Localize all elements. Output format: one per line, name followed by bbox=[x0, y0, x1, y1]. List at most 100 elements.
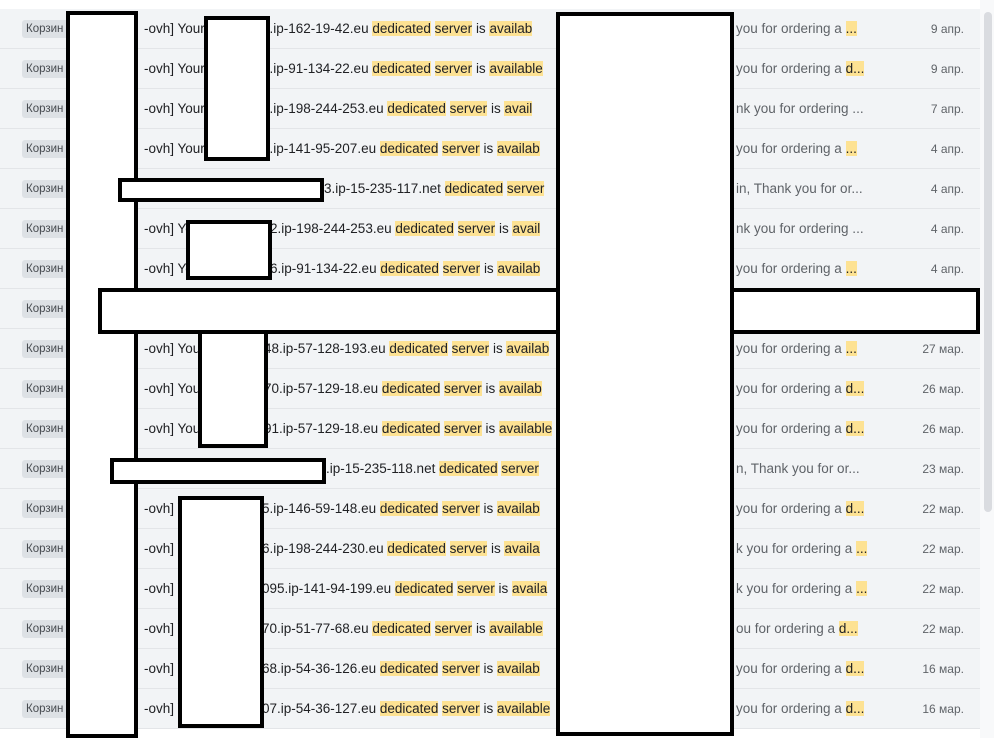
label-badge[interactable]: Корзин bbox=[22, 580, 74, 598]
subject-word: is bbox=[498, 221, 509, 236]
message-snippet: nk you for ordering ... bbox=[736, 101, 864, 116]
subject-text: 70.ip-51-77-68.eu dedicated server is av… bbox=[262, 609, 543, 648]
label-badge[interactable]: Корзин bbox=[22, 260, 74, 278]
label-badge[interactable]: Корзин bbox=[22, 620, 74, 638]
server-host: 07.ip-54-36-127.eu bbox=[262, 701, 380, 716]
subject-word: is bbox=[498, 581, 509, 596]
label-badge[interactable]: Корзин bbox=[22, 140, 74, 158]
server-host: 3.ip-198-244-253.eu bbox=[262, 101, 388, 116]
email-row[interactable]: Корзин -ovh] Your 3.ip-91-134-22.eu dedica… bbox=[0, 49, 980, 89]
keyword-server: server bbox=[449, 541, 488, 556]
keyword-dedicated: dedicated bbox=[389, 341, 448, 356]
email-row[interactable]: Корзин -ovh] You 48.ip-57-128-193.eu dedic… bbox=[0, 329, 980, 369]
email-row[interactable]: Корзин -ovh] Your 3.ip-198-244-253.eu dedi… bbox=[0, 89, 980, 129]
subject-text: 3.ip-15-235-117.net dedicated server bbox=[324, 169, 545, 208]
label-badge[interactable]: Корзин bbox=[22, 180, 74, 198]
label-badge[interactable]: Корзин bbox=[22, 60, 74, 78]
message-snippet: nk you for ordering ... bbox=[736, 221, 864, 236]
label-badge[interactable]: Корзин bbox=[22, 380, 74, 398]
email-row[interactable]: Корзин -ovh] You 70.ip-57-129-18.eu dedica… bbox=[0, 369, 980, 409]
label-badge[interactable]: Корзин bbox=[22, 300, 74, 318]
scrollbar-track[interactable] bbox=[980, 0, 994, 738]
subject-prefix: -ovh] Y bbox=[144, 501, 187, 516]
subject-word: is bbox=[490, 541, 501, 556]
email-row[interactable]: Корзин -ovh] Y 70.ip-51-77-68.eu dedicated… bbox=[0, 609, 980, 649]
subject-text: 0.ip-162-19-42.eu dedicated server is av… bbox=[262, 9, 533, 48]
subject-text: 3.ip-198-244-253.eu dedicated server is … bbox=[262, 89, 533, 128]
snippet-highlight: ... bbox=[856, 581, 868, 596]
label-badge[interactable]: Корзин bbox=[22, 220, 74, 238]
keyword-available: availab bbox=[496, 141, 540, 156]
scrollbar-thumb[interactable] bbox=[984, 12, 992, 512]
snippet-highlight: ... bbox=[845, 261, 857, 276]
email-date: 4 апр. bbox=[930, 262, 964, 276]
keyword-dedicated: dedicated bbox=[372, 621, 431, 636]
message-snippet: you for ordering a ... bbox=[736, 261, 857, 276]
subject-word: is bbox=[485, 421, 496, 436]
server-host: 68.ip-54-36-126.eu bbox=[262, 661, 380, 676]
snippet-highlight: d... bbox=[845, 701, 865, 716]
message-snippet: you for ordering a ... bbox=[736, 141, 857, 156]
keyword-available: available bbox=[489, 621, 543, 636]
server-host: 3.ip-141-95-207.eu bbox=[262, 141, 380, 156]
email-row[interactable]: Корзин -ovh] Y 6.ip-198-244-230.eu dedicat… bbox=[0, 529, 980, 569]
email-row[interactable]: Корзин -ovh] Y 095.ip-141-94-199.eu dedica… bbox=[0, 569, 980, 609]
snippet-highlight: d... bbox=[845, 381, 865, 396]
redaction-block bbox=[98, 288, 980, 334]
subject-word: is bbox=[483, 261, 494, 276]
message-snippet: you for ordering a d... bbox=[736, 661, 865, 676]
redaction-block bbox=[186, 220, 272, 280]
server-host: 0.ip-162-19-42.eu bbox=[262, 21, 373, 36]
keyword-dedicated: dedicated bbox=[379, 141, 439, 156]
keyword-available: available bbox=[496, 701, 551, 716]
email-date: 26 мар. bbox=[922, 382, 964, 396]
message-snippet: you for ordering a d... bbox=[736, 501, 865, 516]
email-date: 26 мар. bbox=[922, 422, 964, 436]
email-row[interactable]: Корзин -ovh] You 91.ip-57-129-18.eu dedica… bbox=[0, 409, 980, 449]
subject-prefix: -ovh] You bbox=[144, 421, 201, 436]
keyword-available: availab bbox=[489, 21, 533, 36]
server-host: 6.ip-91-134-22.eu bbox=[270, 261, 381, 276]
subject-prefix: -ovh] Yo bbox=[144, 221, 193, 236]
email-row[interactable]: Корзин -ovh] Y 5.ip-146-59-148.eu dedicate… bbox=[0, 489, 980, 529]
keyword-dedicated: dedicated bbox=[381, 421, 441, 436]
email-list: Корзин -ovh] Your 0.ip-162-19-42.eu dedica… bbox=[0, 9, 980, 729]
subject-word: is bbox=[483, 701, 494, 716]
server-host: 3.ip-91-134-22.eu bbox=[262, 61, 373, 76]
keyword-dedicated: dedicated bbox=[395, 221, 454, 236]
keyword-available: availab bbox=[496, 501, 540, 516]
label-badge[interactable]: Корзин bbox=[22, 540, 74, 558]
keyword-server: server bbox=[501, 461, 539, 476]
email-row[interactable]: Корзин -ovh] Y 68.ip-54-36-126.eu dedicate… bbox=[0, 649, 980, 689]
email-row[interactable]: Корзин -ovh] Your 0.ip-162-19-42.eu dedica… bbox=[0, 9, 980, 49]
message-snippet: k you for ordering a ... bbox=[736, 541, 868, 556]
label-badge[interactable]: Корзин bbox=[22, 20, 74, 38]
label-badge[interactable]: Корзин bbox=[22, 420, 74, 438]
label-badge[interactable]: Корзин bbox=[22, 660, 74, 678]
message-snippet: in, Thank you for or... bbox=[736, 181, 863, 196]
label-badge[interactable]: Корзин bbox=[22, 100, 74, 118]
label-badge[interactable]: Корзин bbox=[22, 700, 74, 718]
snippet-highlight: ... bbox=[845, 341, 857, 356]
keyword-server: server bbox=[434, 61, 473, 76]
keyword-dedicated: dedicated bbox=[372, 21, 431, 36]
keyword-dedicated: dedicated bbox=[372, 61, 431, 76]
message-snippet: k you for ordering a ... bbox=[736, 581, 868, 596]
keyword-server: server bbox=[434, 21, 473, 36]
message-snippet: you for ordering a d... bbox=[736, 701, 865, 716]
label-badge[interactable]: Корзин bbox=[22, 340, 74, 358]
subject-word: is bbox=[483, 141, 494, 156]
redaction-block bbox=[556, 12, 734, 736]
redaction-block bbox=[178, 496, 264, 728]
label-badge[interactable]: Корзин bbox=[22, 460, 74, 478]
email-row[interactable]: Корзин -ovh] Y 07.ip-54-36-127.eu dedicate… bbox=[0, 689, 980, 729]
email-row[interactable]: Корзин -ovh] Your 3.ip-141-95-207.eu dedic… bbox=[0, 129, 980, 169]
label-badge[interactable]: Корзин bbox=[22, 500, 74, 518]
subject-prefix: -ovh] You bbox=[144, 381, 201, 396]
snippet-highlight: ... bbox=[856, 541, 868, 556]
message-snippet: n, Thank you for or... bbox=[736, 461, 860, 476]
email-row[interactable]: Корзин -ovh] Yo 2.ip-198-244-253.eu dedica… bbox=[0, 209, 980, 249]
email-date: 9 апр. bbox=[930, 62, 964, 76]
subject-word: is bbox=[483, 501, 494, 516]
email-row[interactable]: Корзин -ovh] Yo 6.ip-91-134-22.eu dedicate… bbox=[0, 249, 980, 289]
